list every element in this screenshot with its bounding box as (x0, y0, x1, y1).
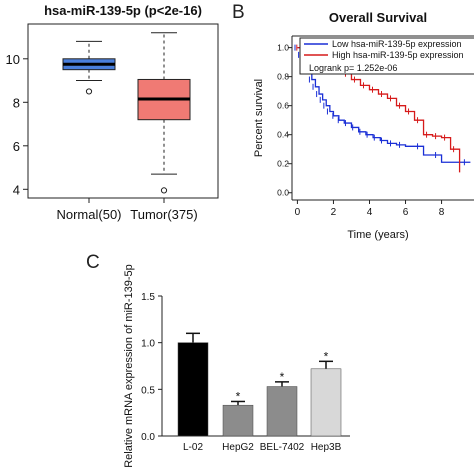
survival-x-tick-label: 8 (439, 207, 445, 218)
bar-significance-mark: * (324, 349, 329, 363)
bar (177, 342, 209, 437)
box-outlier (160, 187, 168, 194)
survival-legend-label: High hsa-miR-139-5p expression (332, 50, 464, 60)
panel-letter-c: C (86, 252, 100, 273)
bar-significance-mark: * (236, 389, 241, 403)
survival-y-tick-label: 0.2 (277, 159, 289, 169)
bar-y-axis-label: Relative mRNA expression of miR-139-5p (123, 264, 135, 468)
survival-y-tick-label: 0.8 (277, 72, 289, 82)
bar (222, 404, 254, 437)
boxplot-x-label: Tumor(375) (130, 207, 197, 222)
survival-x-tick-label: 0 (295, 207, 301, 218)
survival-y-tick-label: 0.4 (277, 130, 289, 140)
survival-y-axis-label: Percent survival (253, 79, 265, 157)
bar-y-tick-label: 1.0 (141, 339, 155, 350)
boxplot-y-tick-label: 6 (13, 139, 20, 154)
survival-y-tick-label: 1.0 (277, 43, 289, 53)
survival-x-tick-label: 4 (367, 207, 373, 218)
bar-significance-mark: * (280, 370, 285, 384)
bar-category-label: L-02 (183, 442, 203, 453)
bar (266, 386, 298, 437)
bar (310, 368, 342, 437)
bar-category-label: HepG2 (222, 442, 254, 453)
boxplot-y-tick-label: 8 (13, 95, 20, 110)
survival-legend-box (299, 37, 474, 75)
box-outlier (85, 88, 93, 95)
boxplot-x-label: Normal(50) (56, 207, 121, 222)
boxplot-y-tick-label: 4 (13, 182, 20, 197)
survival-x-axis-label: Time (years) (347, 229, 408, 241)
boxplot-frame (27, 23, 219, 199)
survival-y-tick-label: 0.6 (277, 101, 289, 111)
boxplot-y-tick-label: 10 (6, 52, 20, 67)
bar-category-label: BEL-7402 (260, 442, 305, 453)
bar-y-tick-label: 1.5 (141, 292, 155, 303)
bar-y-tick-label: 0.0 (141, 432, 155, 443)
survival-panel: Overall Survival 0.0 0.2 0.4 0.6 0.8 1.0 0 2 4 6 8 T… (253, 10, 474, 241)
panel-letter-b: B (232, 2, 245, 23)
survival-x-tick-label: 2 (331, 207, 337, 218)
boxplot-panel: hsa-miR-139-5p (p<2e-16) 4 6 8 10 Normal(50) T… (6, 3, 219, 222)
bar-category-label: Hep3B (311, 442, 342, 453)
survival-logrank-annotation: Logrank p= 1.252e-06 (309, 63, 397, 73)
boxplot-title: hsa-miR-139-5p (p<2e-16) (44, 3, 202, 18)
survival-legend-label: Low hsa-miR-139-5p expression (332, 39, 462, 49)
survival-x-tick-label: 6 (403, 207, 409, 218)
survival-y-tick-label: 0.0 (277, 188, 289, 198)
bar-y-tick-label: 0.5 (141, 385, 155, 396)
survival-title: Overall Survival (329, 10, 427, 25)
bar-chart-panel: 0.0 0.5 1.0 1.5 Relative mRNA expression of … (123, 264, 350, 468)
survival-curve-line (297, 46, 471, 163)
